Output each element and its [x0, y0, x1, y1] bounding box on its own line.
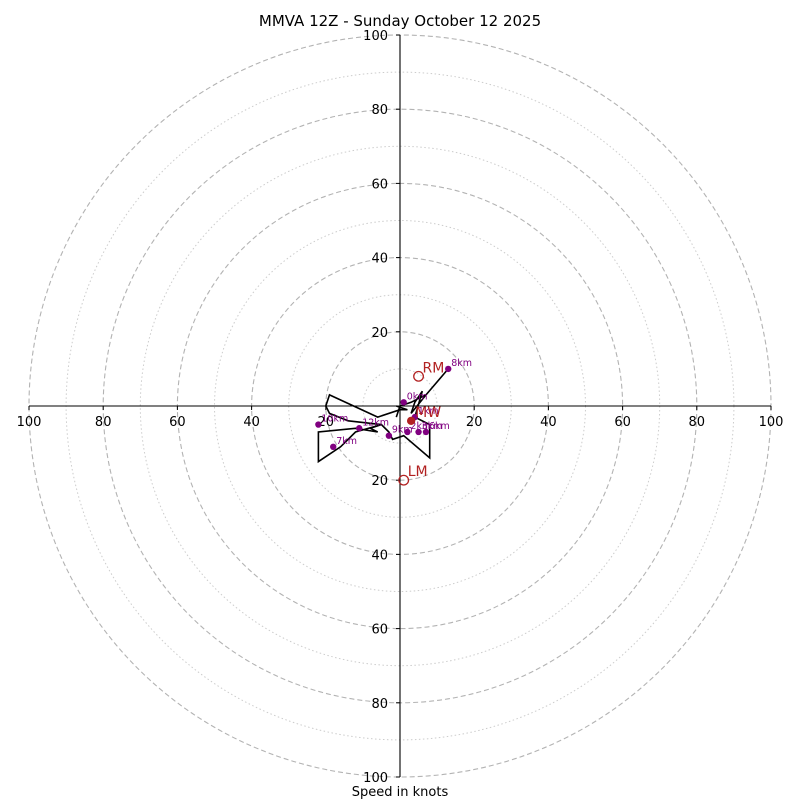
storm-marker-LM [398, 474, 410, 486]
x-tick-label: 80 [95, 415, 112, 430]
storm-marker-MW [406, 416, 416, 425]
x-tick-label: 20 [466, 415, 483, 430]
y-tick-label: 20 [371, 326, 388, 341]
height-label-2km: 2km [410, 421, 431, 432]
hodograph-trace-line [317, 368, 449, 464]
storm-label-LM: LM [408, 464, 428, 480]
height-label-10km: 10km [321, 414, 348, 425]
hodograph-trace [317, 368, 449, 464]
y-tick-label: 40 [371, 548, 388, 563]
x-tick-label: 80 [689, 415, 706, 430]
x-axis-label: Speed in knots [352, 785, 449, 800]
y-tick-label: 20 [371, 474, 388, 489]
storm-label-RM: RM [423, 360, 445, 376]
height-label-1km: 1km [418, 406, 439, 417]
height-marker-7km [330, 443, 337, 451]
height-marker-9km [385, 432, 393, 439]
x-tick-label: 20 [318, 415, 335, 430]
x-tick-label: 60 [614, 415, 631, 430]
height-marker-0km [400, 399, 407, 406]
height-marker-3km [415, 428, 422, 436]
height-marker-8km [445, 365, 452, 373]
height-marker-12km [355, 425, 363, 432]
y-tick-label: 80 [371, 103, 388, 118]
y-tick-label: 80 [371, 697, 388, 712]
x-tick-label: 40 [540, 415, 557, 430]
height-marker-2km [404, 428, 411, 436]
x-tick-label: 100 [759, 415, 784, 430]
height-label-6km: 6km [429, 421, 450, 432]
x-tick-label: 100 [17, 415, 42, 430]
height-label-3km: 3km [422, 421, 443, 432]
y-tick-label: 100 [363, 29, 388, 44]
storm-marker-RM [413, 370, 425, 382]
height-marker-6km [422, 428, 430, 436]
chart-title: MMVA 12Z - Sunday October 12 2025 [259, 12, 541, 30]
height-label-7km: 7km [336, 436, 357, 447]
height-label-8km: 8km [451, 358, 472, 369]
storm-motion-markers: RM LM MW [398, 360, 445, 486]
storm-label-MW: MW [415, 405, 441, 421]
x-tick-label: 60 [169, 415, 186, 430]
height-label-0km: 0km [407, 391, 428, 402]
y-tick-label: 60 [371, 623, 388, 638]
height-marker-10km [315, 421, 322, 428]
height-label-12km: 12km [362, 417, 389, 428]
x-tick-label: 40 [243, 415, 260, 430]
y-tick-label: 100 [363, 771, 388, 786]
height-label-9km: 9km [392, 425, 413, 436]
tick-labels: 100 80 60 40 20 20 40 60 80 100 100 80 60 40 20 20 40 60 8… [17, 29, 784, 786]
y-tick-label: 40 [371, 252, 388, 267]
y-tick-label: 60 [371, 177, 388, 192]
